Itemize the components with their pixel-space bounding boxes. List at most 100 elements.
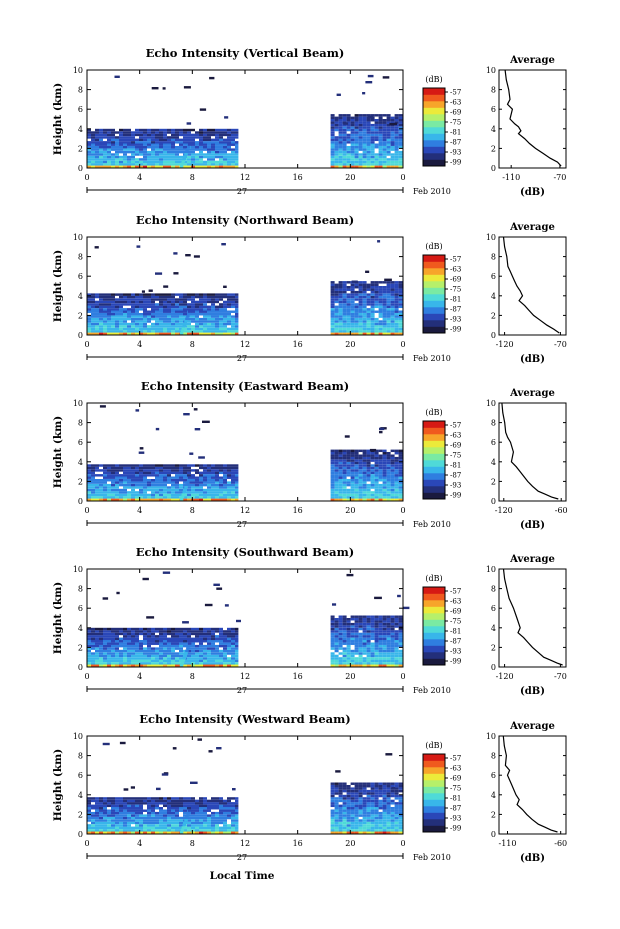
heatmap-cell [139,807,143,810]
heatmap-cell [175,831,179,834]
heatmap-cell [219,148,223,151]
heatmap-cell [223,652,227,655]
heatmap-cell [382,454,387,457]
heatmap-cell [207,464,211,467]
heatmap-cell [390,498,395,502]
heatmap-cell [207,143,211,146]
heatmap-cell [119,664,123,667]
heatmap-cell [386,652,391,655]
heatmap-cell [362,310,367,313]
heatmap-cell [115,330,119,333]
heatmap-cell [223,819,227,822]
heatmap-cell [219,469,223,472]
heatmap-cell [330,141,335,144]
heatmap-cell [179,821,183,825]
heatmap-cell [179,143,183,146]
heatmap-cell [127,479,131,482]
heatmap-cell [123,804,127,808]
heatmap-cell [199,310,203,313]
heatmap-cell [87,647,91,650]
heatmap-cell [346,160,351,164]
heatmap-cell [223,486,227,489]
y-tick-label: 0 [78,497,83,506]
heatmap-cell [203,635,207,638]
heatmap-cell [330,479,335,482]
heatmap-cell [179,483,183,487]
heatmap-cell [143,821,147,825]
heatmap-cell [127,831,131,834]
heatmap-cell [180,162,185,165]
heatmap-cell [366,826,371,830]
heatmap-cell [99,165,103,169]
heatmap-cell [131,310,135,313]
heatmap-cell [207,476,211,479]
heatmap-cell [207,293,211,296]
heatmap-cell [139,295,143,299]
heatmap-cell [334,136,339,139]
heatmap-cell [394,654,399,658]
heatmap-cell [187,816,191,820]
heatmap-cell [195,481,199,484]
heatmap-cell [334,498,339,502]
heatmap-cell [87,146,91,149]
heatmap-cell [227,303,231,306]
heatmap-cell [394,288,399,291]
heatmap-cell [99,469,103,472]
heatmap-cell [378,831,383,834]
heatmap-cell [163,305,167,309]
avg-y-tick-label: 6 [491,272,496,281]
heatmap-cell [171,315,175,318]
heatmap-cell [187,826,191,830]
heatmap-cell [382,469,387,472]
heatmap-cell [211,831,215,834]
heatmap-cell [346,133,351,137]
heatmap-cell [115,310,119,313]
heatmap-cell [386,165,391,169]
heatmap-cell [175,657,179,660]
heatmap-cell [159,657,163,660]
heatmap-cell [330,466,335,470]
heatmap-cell [235,471,239,475]
heatmap-cell [374,320,379,323]
heatmap-cell [199,807,203,810]
avg-y-tick-label: 4 [491,624,496,633]
heatmap-cell [358,119,363,122]
heatmap-cell [131,469,135,472]
heatmap-cell [231,481,235,484]
heatmap-cell [398,652,403,655]
heatmap-cell [99,332,103,336]
heatmap-cell [111,148,115,151]
heatmap-cell [115,797,119,800]
heatmap-cell [155,635,159,638]
heatmap-cell [127,469,131,472]
heatmap-cell [334,449,339,453]
heatmap-cell [350,313,355,316]
heatmap-cell [95,802,99,805]
heatmap-cell [378,123,383,127]
heatmap-cell [167,136,171,139]
heatmap-cell [374,325,379,328]
heatmap-cell [103,496,107,499]
heatmap-cell [330,332,335,336]
x-tick-label: 20 [345,672,355,681]
heatmap-cell [362,659,367,663]
heatmap-cell [227,155,231,159]
heatmap-cell [187,804,191,808]
heatmap-cell [175,330,179,333]
heatmap-cell [374,128,379,132]
heatmap-cell [330,121,335,124]
heatmap-cell [231,809,235,812]
heatmap-cell [219,146,223,149]
heatmap-cell [195,814,199,817]
heatmap-cell [119,298,123,301]
heatmap-cell [330,330,335,333]
heatmap-cell [386,483,391,487]
heatmap-cell [358,332,363,336]
heatmap-cell [187,659,191,663]
heatmap-cell [143,831,147,834]
colorbar-tick-label: -75 [450,618,461,626]
heatmap-cell [203,305,207,309]
heatmap-cell [111,317,115,321]
heatmap-cell [398,635,403,638]
heatmap-cell [151,327,155,331]
